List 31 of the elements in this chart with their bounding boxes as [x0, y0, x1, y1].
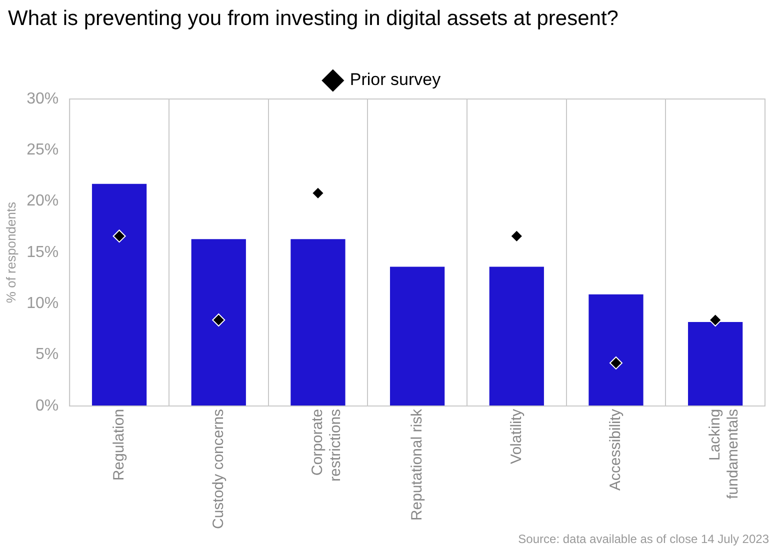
chart-title: What is preventing you from investing in digital assets at present?	[8, 6, 620, 32]
y-tick-label: 25%	[26, 142, 59, 159]
point	[609, 356, 622, 370]
point	[510, 230, 524, 243]
bar	[489, 266, 544, 406]
y-tick-label: 0%	[36, 397, 59, 414]
y-tick-label: 15%	[26, 244, 59, 261]
x-tick-label: Corporate restrictions	[309, 408, 344, 482]
x-tick-label: Volatility	[508, 408, 525, 464]
y-axis-title: % of respondents	[3, 201, 18, 304]
y-tick-label: 30%	[26, 90, 59, 108]
point	[311, 186, 324, 200]
source-note: Source: data available as of close 14 July 2023	[518, 532, 769, 546]
x-tick-label: Accessibility	[607, 408, 624, 491]
bar	[688, 322, 743, 406]
x-tick-label: Custody concerns	[210, 408, 227, 530]
x-tick-label: Reputational risk	[408, 408, 426, 521]
bar	[390, 266, 445, 406]
bar	[290, 239, 346, 406]
y-tick-label: 5%	[36, 346, 59, 364]
bar	[588, 294, 644, 406]
point	[112, 230, 126, 243]
point	[212, 314, 226, 326]
point	[708, 314, 722, 326]
bar	[191, 239, 246, 406]
x-tick-label: Lacking fundamentals	[706, 408, 742, 500]
y-tick-label: 10%	[26, 295, 59, 312]
y-tick-label: 20%	[26, 192, 59, 210]
legend-label: Prior survey	[350, 70, 442, 90]
x-tick-label: Regulation	[110, 408, 128, 481]
bar	[92, 184, 147, 406]
